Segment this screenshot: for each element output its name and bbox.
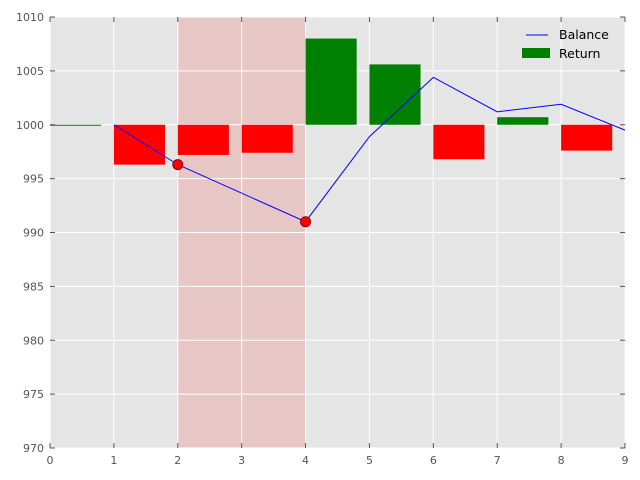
y-tick-label: 985	[23, 280, 44, 293]
y-tick-label: 995	[23, 173, 44, 186]
y-tick-label: 970	[23, 442, 44, 455]
y-tick-label: 1005	[16, 65, 44, 78]
y-tick-label: 975	[23, 388, 44, 401]
x-tick-label: 7	[494, 454, 501, 467]
x-tick-label: 1	[110, 454, 117, 467]
return-bar	[305, 38, 357, 125]
legend-bar-swatch	[522, 48, 550, 58]
x-tick-label: 5	[366, 454, 373, 467]
legend-label-return: Return	[559, 46, 600, 61]
y-tick-label: 1010	[16, 11, 44, 24]
return-bar	[369, 64, 421, 125]
x-tick-label: 6	[430, 454, 437, 467]
x-tick-label: 4	[302, 454, 309, 467]
return-bar	[561, 124, 613, 151]
return-bar	[433, 124, 485, 160]
x-tick-label: 9	[622, 454, 629, 467]
x-tick-label: 0	[47, 454, 54, 467]
return-bar	[50, 124, 102, 126]
x-tick-label: 3	[238, 454, 245, 467]
balance-line	[113, 76, 626, 223]
x-tick-label: 2	[174, 454, 181, 467]
y-tick-label: 990	[23, 227, 44, 240]
drawdown-marker	[172, 159, 184, 171]
return-bar	[497, 117, 549, 125]
return-bar	[113, 124, 165, 165]
legend: Balance Return	[522, 27, 609, 61]
return-bar	[177, 124, 229, 155]
x-tick-label: 8	[558, 454, 565, 467]
y-tick-label: 980	[23, 334, 44, 347]
drawdown-marker	[300, 216, 312, 228]
legend-label-balance: Balance	[559, 27, 609, 42]
return-bar	[241, 124, 293, 153]
y-tick-label: 1000	[16, 119, 44, 132]
